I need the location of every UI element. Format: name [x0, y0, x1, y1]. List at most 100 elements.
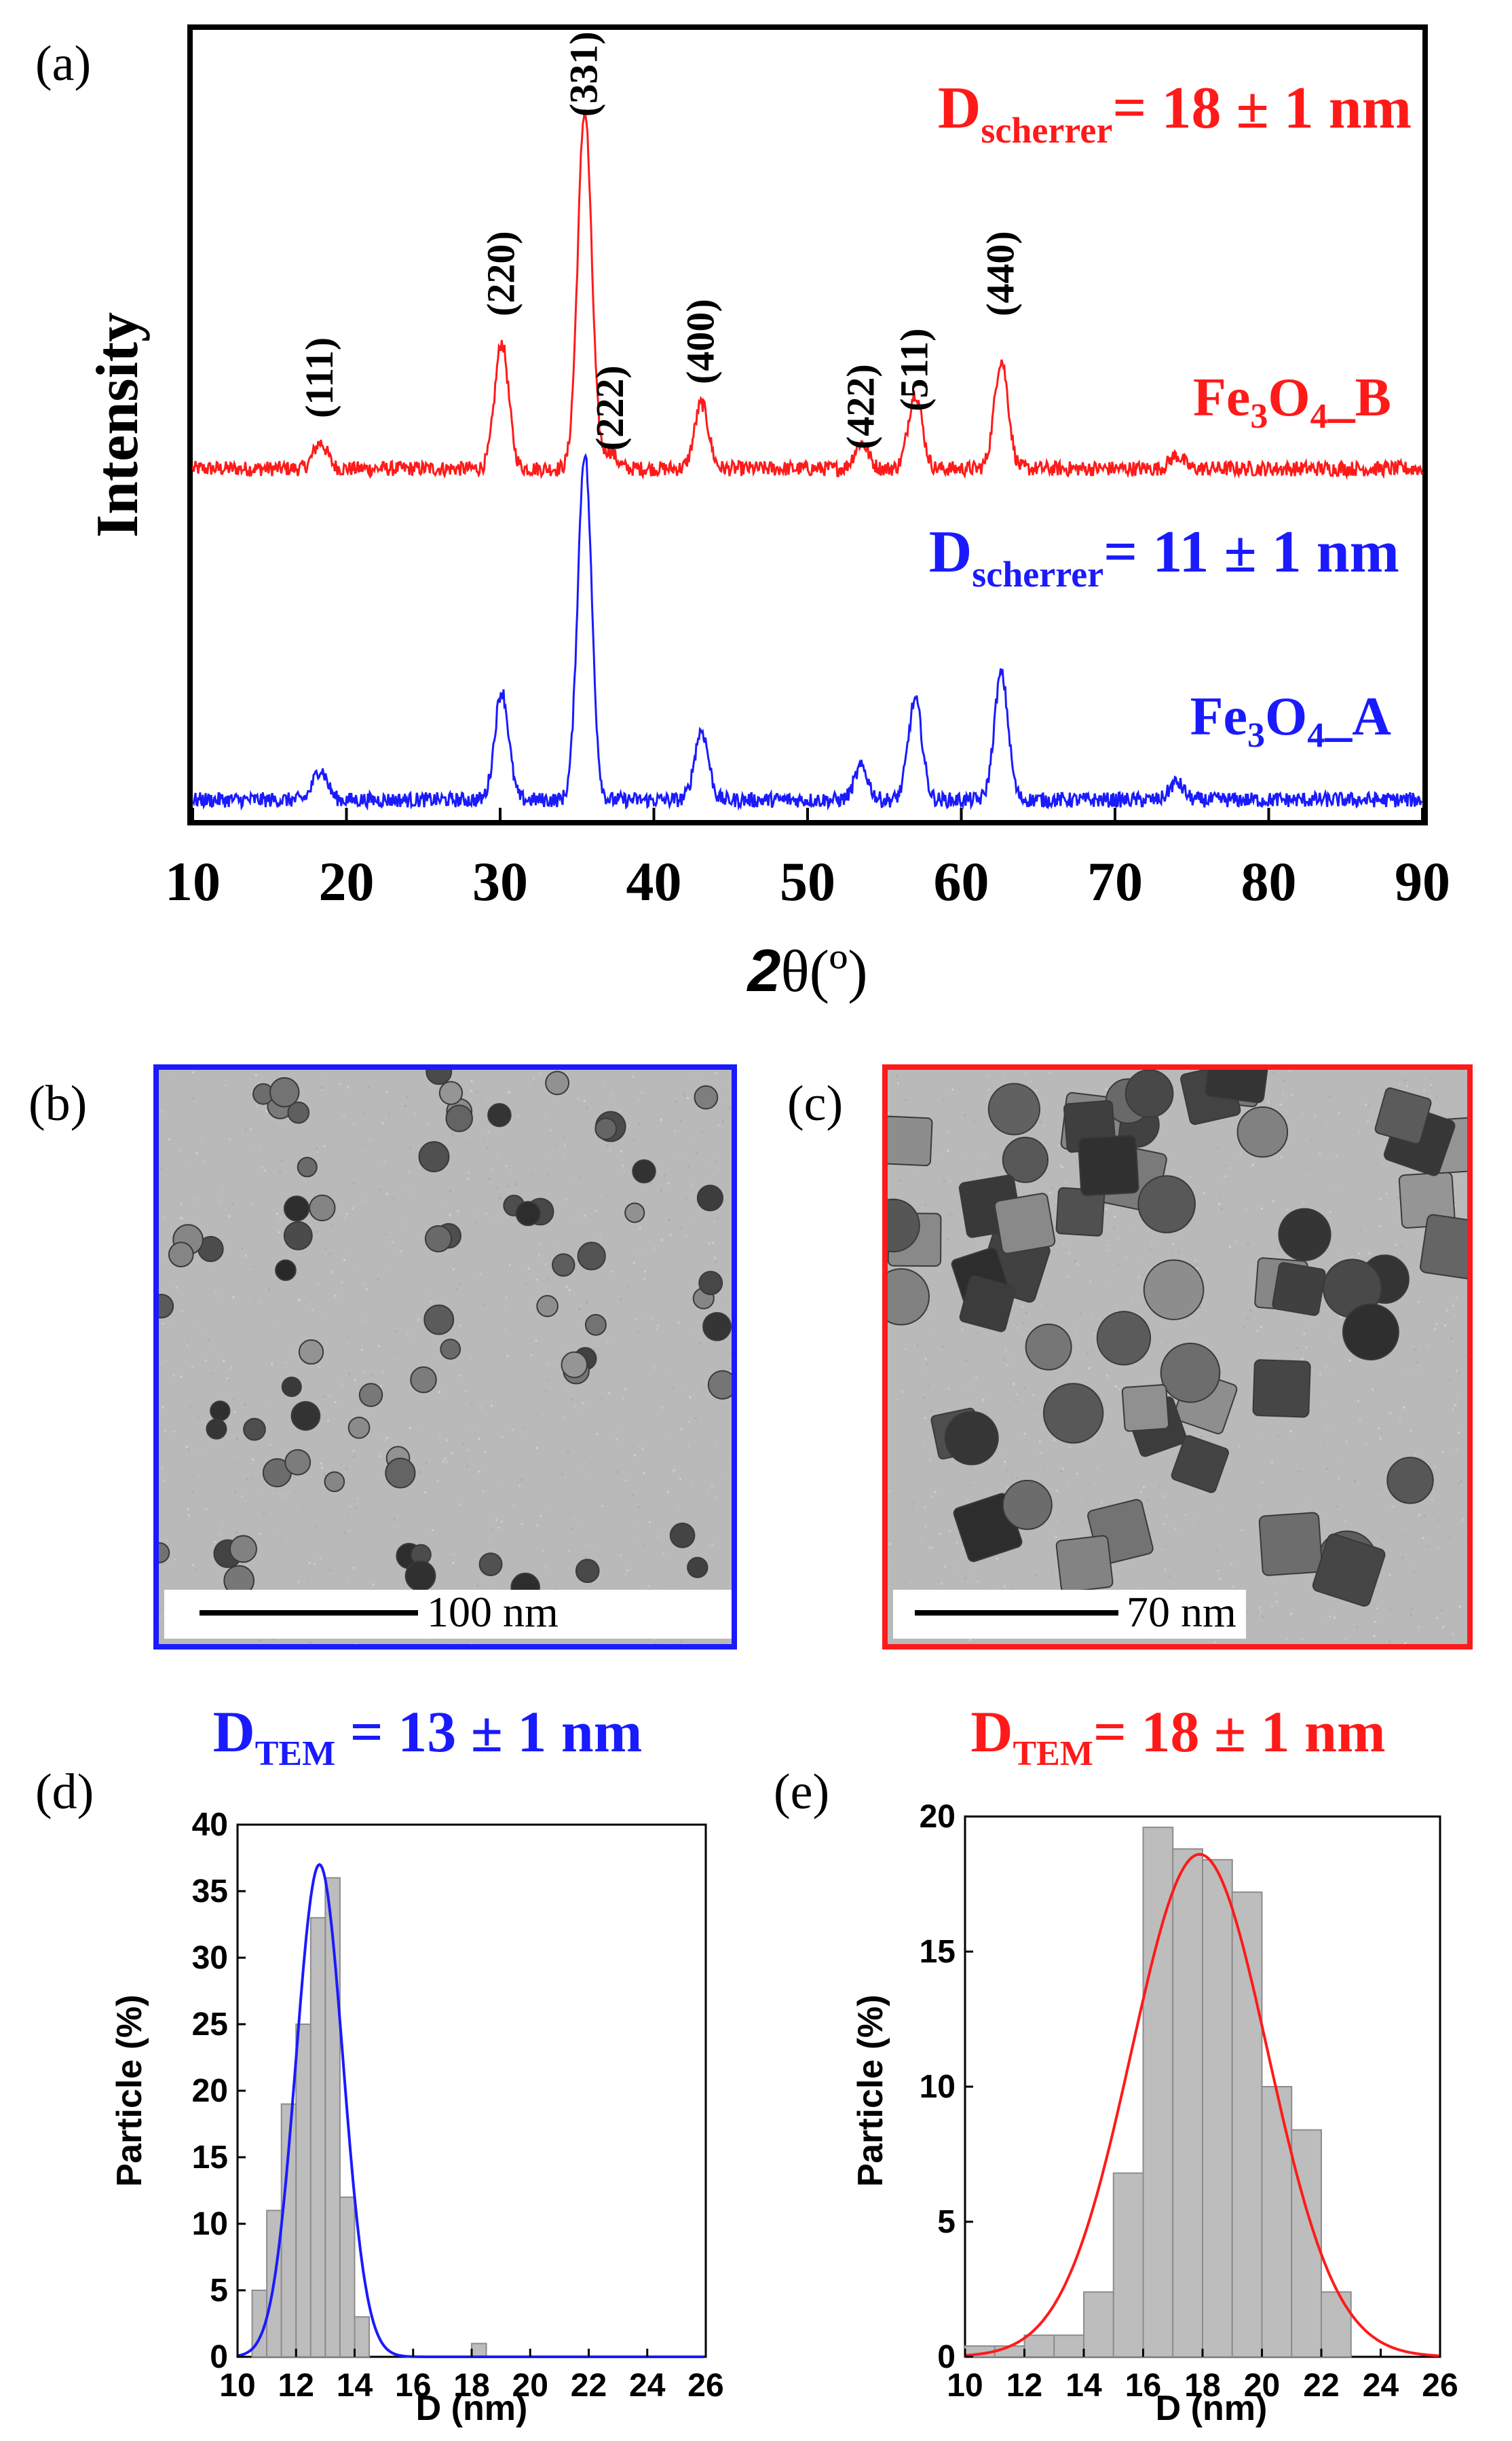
- tem-grain: [390, 1266, 393, 1269]
- tem-grain: [326, 1419, 329, 1422]
- tem-grain: [692, 1330, 694, 1333]
- tem-grain: [1043, 1125, 1046, 1128]
- tem-grain: [573, 1405, 575, 1408]
- tem-grain: [559, 1276, 562, 1279]
- tem-grain: [1108, 1249, 1110, 1252]
- tem-particle: [575, 1559, 600, 1584]
- tem-grain: [1148, 1638, 1150, 1641]
- tem-grain: [680, 1226, 683, 1229]
- tem-grain: [1267, 1101, 1270, 1104]
- tem-particle: [283, 1195, 310, 1222]
- tem-grain: [924, 1417, 926, 1419]
- tem-grain: [1047, 1101, 1050, 1104]
- tem-grain: [649, 1182, 651, 1185]
- tem-particle: [959, 1275, 1017, 1333]
- tem-grain: [1038, 1440, 1041, 1443]
- tem-grain: [271, 1078, 273, 1081]
- tem-grain: [1457, 1432, 1460, 1434]
- histogram-e: 10 12 14 16 18 20 22 24 26 0 5 10 15 20: [920, 1799, 1458, 2404]
- tem-grain: [694, 1138, 697, 1140]
- scherrer-b-prefix: D: [938, 75, 981, 141]
- tem-grain: [908, 1091, 911, 1094]
- tem-grain: [584, 1540, 587, 1543]
- sample-a-suffix: _A: [1324, 687, 1391, 747]
- tem-grain: [637, 1360, 640, 1363]
- tem-grain: [215, 1147, 218, 1149]
- panel-c-label: (c): [787, 1076, 843, 1132]
- tem-grain: [1443, 1577, 1445, 1580]
- tem-grain: [1249, 1309, 1252, 1312]
- tem-c-scalebar: [915, 1610, 1118, 1616]
- tem-grain: [467, 1178, 470, 1180]
- tem-grain: [1215, 1549, 1218, 1552]
- tem-grain: [685, 1094, 688, 1096]
- tem-grain: [563, 1144, 566, 1147]
- tem-grain: [701, 1130, 704, 1133]
- tem-grain: [1055, 1483, 1057, 1486]
- tem-grain: [1051, 1187, 1054, 1189]
- tem-grain: [715, 1248, 718, 1250]
- tem-grain: [470, 1089, 472, 1092]
- tem-grain: [445, 1439, 448, 1442]
- tem-grain: [467, 1449, 470, 1452]
- tem-grain: [606, 1144, 609, 1147]
- tem-grain: [623, 1170, 626, 1173]
- tem-grain: [309, 1641, 311, 1644]
- tem-grain: [672, 1231, 675, 1234]
- sample-label-a: Fe3O4_A: [1190, 687, 1392, 755]
- tem-grain: [1182, 1545, 1184, 1548]
- tem-grain: [191, 1491, 194, 1494]
- tem-grain: [257, 1484, 260, 1487]
- tem-grain: [643, 1278, 646, 1280]
- tem-grain: [396, 1322, 399, 1324]
- tem-grain: [576, 1470, 579, 1473]
- tem-grain: [263, 1207, 265, 1210]
- tem-grain: [925, 1553, 928, 1556]
- tem-grain: [681, 1094, 683, 1096]
- tem-grain: [179, 1502, 182, 1505]
- tem-grain: [427, 1123, 430, 1126]
- tem-grain: [1457, 1192, 1460, 1195]
- tem-grain: [1433, 1465, 1436, 1468]
- tem-grain: [1260, 1326, 1263, 1328]
- tem-grain: [1285, 1637, 1288, 1640]
- tem-grain: [1374, 1113, 1377, 1116]
- tem-grain: [367, 1086, 370, 1089]
- tem-grain: [1119, 1246, 1122, 1249]
- tem-grain: [322, 1411, 325, 1413]
- tem-grain: [393, 1518, 396, 1521]
- tem-grain: [1318, 1341, 1321, 1344]
- tem-particle: [418, 1141, 450, 1172]
- tem-grain: [1059, 1164, 1062, 1167]
- tem-grain: [1177, 1251, 1180, 1254]
- tem-grain: [449, 1190, 451, 1193]
- tem-grain: [540, 1515, 542, 1518]
- tem-grain: [582, 1402, 585, 1404]
- hist-fit-curve: [964, 1852, 1439, 2358]
- tem-grain: [407, 1184, 409, 1187]
- tem-grain: [1051, 1572, 1054, 1575]
- tem-grain: [1379, 1197, 1382, 1200]
- tem-grain: [1220, 1208, 1223, 1210]
- tem-grain: [583, 1214, 586, 1217]
- tem-grain: [673, 1469, 675, 1472]
- tem-grain: [1379, 1437, 1382, 1440]
- tem-grain: [347, 1580, 350, 1583]
- tem-grain: [349, 1251, 352, 1254]
- tem-grain: [632, 1445, 635, 1447]
- tem-grain: [258, 1639, 261, 1642]
- tem-grain: [596, 1432, 599, 1435]
- tem-grain: [475, 1221, 478, 1224]
- tem-grain: [710, 1311, 713, 1314]
- tem-grain: [704, 1316, 707, 1318]
- tem-grain: [345, 1468, 348, 1470]
- tem-particle: [1121, 1384, 1170, 1432]
- tem-grain: [956, 1207, 959, 1210]
- tem-grain: [599, 1235, 602, 1238]
- tem-grain: [484, 1396, 487, 1399]
- tem-grain: [1334, 1371, 1336, 1373]
- tem-grain: [1412, 1288, 1415, 1290]
- tem-grain: [483, 1303, 486, 1305]
- tem-grain: [491, 1527, 493, 1530]
- tem-grain: [301, 1505, 303, 1508]
